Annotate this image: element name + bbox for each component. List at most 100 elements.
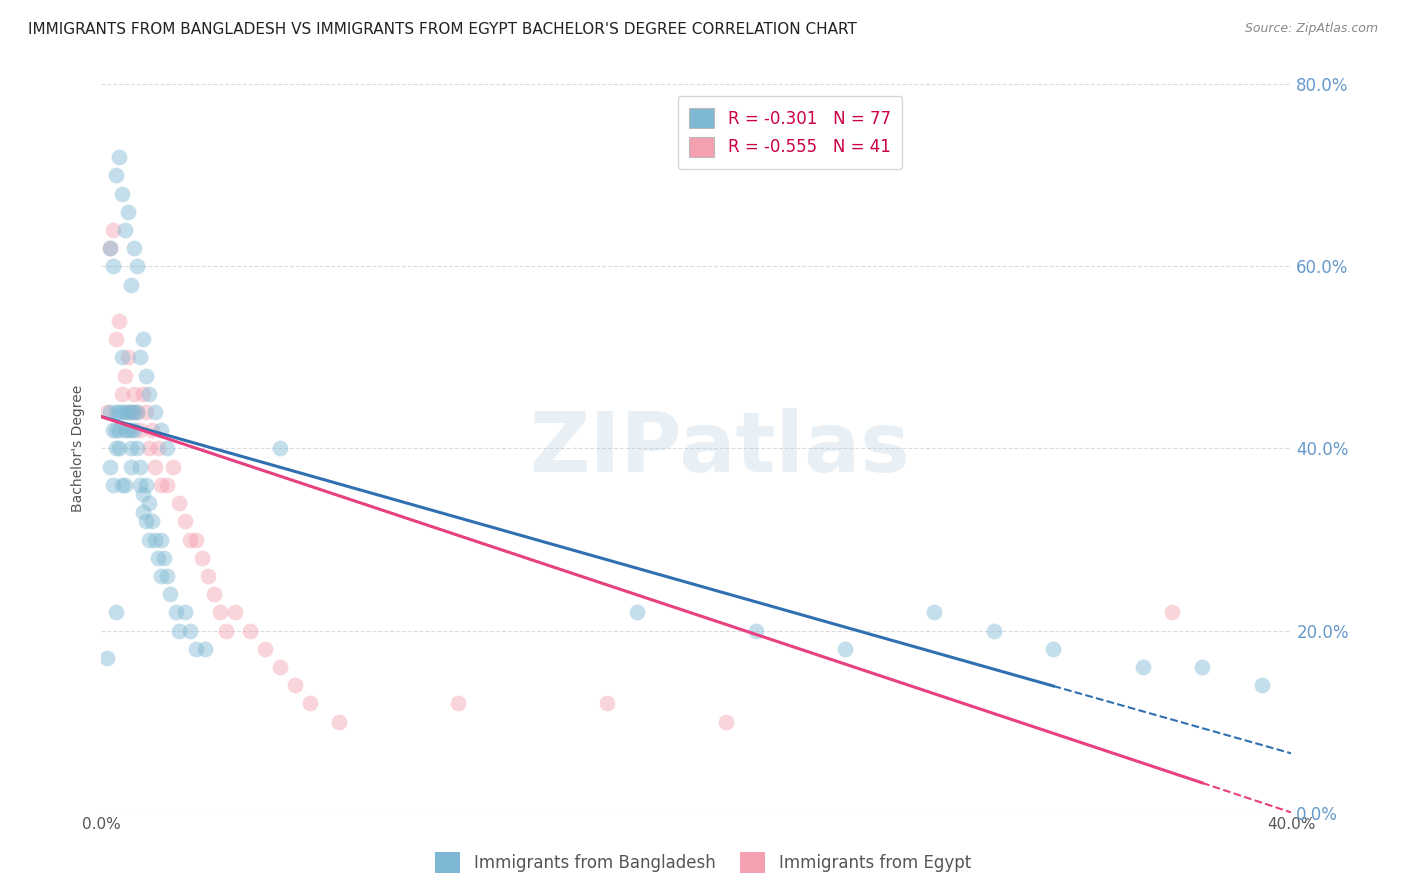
Point: [328, 714, 350, 729]
Point: [108, 442, 131, 456]
Point: [138, 533, 160, 547]
Point: [122, 423, 145, 437]
Point: [983, 624, 1005, 638]
Point: [135, 478, 157, 492]
Point: [149, 533, 172, 547]
Point: [135, 368, 157, 383]
Point: [125, 405, 148, 419]
Legend: R = -0.301   N = 77, R = -0.555   N = 41: R = -0.301 N = 77, R = -0.555 N = 41: [678, 96, 903, 169]
Point: [143, 459, 166, 474]
Point: [105, 405, 128, 419]
Point: [120, 405, 142, 419]
Point: [114, 223, 136, 237]
Point: [167, 496, 190, 510]
Point: [269, 442, 291, 456]
Point: [101, 223, 124, 237]
Point: [105, 169, 128, 183]
Point: [114, 478, 136, 492]
Point: [194, 641, 217, 656]
Point: [135, 514, 157, 528]
Point: [125, 260, 148, 274]
Point: [120, 459, 142, 474]
Point: [128, 423, 150, 437]
Point: [162, 459, 184, 474]
Point: [179, 624, 201, 638]
Point: [120, 277, 142, 292]
Legend: Immigrants from Bangladesh, Immigrants from Egypt: Immigrants from Bangladesh, Immigrants f…: [429, 846, 977, 880]
Point: [191, 550, 214, 565]
Point: [596, 696, 619, 710]
Point: [269, 660, 291, 674]
Point: [152, 550, 174, 565]
Point: [146, 442, 169, 456]
Point: [117, 205, 139, 219]
Point: [202, 587, 225, 601]
Point: [1161, 605, 1184, 619]
Point: [167, 624, 190, 638]
Point: [141, 514, 163, 528]
Point: [186, 641, 208, 656]
Point: [132, 332, 155, 346]
Point: [105, 423, 128, 437]
Point: [284, 678, 307, 692]
Point: [122, 387, 145, 401]
Point: [108, 314, 131, 328]
Point: [138, 496, 160, 510]
Point: [239, 624, 262, 638]
Point: [128, 459, 150, 474]
Point: [117, 423, 139, 437]
Point: [125, 442, 148, 456]
Point: [298, 696, 321, 710]
Point: [1250, 678, 1272, 692]
Point: [122, 241, 145, 255]
Point: [128, 351, 150, 365]
Point: [141, 423, 163, 437]
Point: [96, 405, 118, 419]
Point: [253, 641, 276, 656]
Point: [215, 624, 238, 638]
Text: IMMIGRANTS FROM BANGLADESH VS IMMIGRANTS FROM EGYPT BACHELOR'S DEGREE CORRELATIO: IMMIGRANTS FROM BANGLADESH VS IMMIGRANTS…: [28, 22, 858, 37]
Point: [101, 478, 124, 492]
Point: [120, 405, 142, 419]
Point: [111, 351, 134, 365]
Point: [173, 605, 195, 619]
Point: [96, 650, 118, 665]
Point: [209, 605, 232, 619]
Point: [105, 332, 128, 346]
Point: [117, 405, 139, 419]
Point: [98, 459, 121, 474]
Point: [834, 641, 856, 656]
Point: [626, 605, 648, 619]
Point: [111, 405, 134, 419]
Point: [122, 405, 145, 419]
Point: [114, 405, 136, 419]
Point: [179, 533, 201, 547]
Point: [98, 241, 121, 255]
Point: [197, 569, 219, 583]
Point: [165, 605, 187, 619]
Point: [135, 405, 157, 419]
Text: ZIPatlas: ZIPatlas: [530, 408, 911, 489]
Point: [138, 387, 160, 401]
Point: [149, 478, 172, 492]
Point: [105, 442, 128, 456]
Point: [149, 569, 172, 583]
Point: [745, 624, 768, 638]
Point: [224, 605, 246, 619]
Point: [132, 505, 155, 519]
Point: [120, 442, 142, 456]
Point: [132, 487, 155, 501]
Point: [714, 714, 737, 729]
Point: [143, 533, 166, 547]
Point: [111, 387, 134, 401]
Point: [111, 186, 134, 201]
Point: [108, 150, 131, 164]
Point: [98, 405, 121, 419]
Point: [114, 368, 136, 383]
Point: [128, 478, 150, 492]
Text: Source: ZipAtlas.com: Source: ZipAtlas.com: [1244, 22, 1378, 36]
Point: [149, 423, 172, 437]
Point: [138, 442, 160, 456]
Point: [1042, 641, 1064, 656]
Y-axis label: Bachelor's Degree: Bachelor's Degree: [72, 384, 86, 512]
